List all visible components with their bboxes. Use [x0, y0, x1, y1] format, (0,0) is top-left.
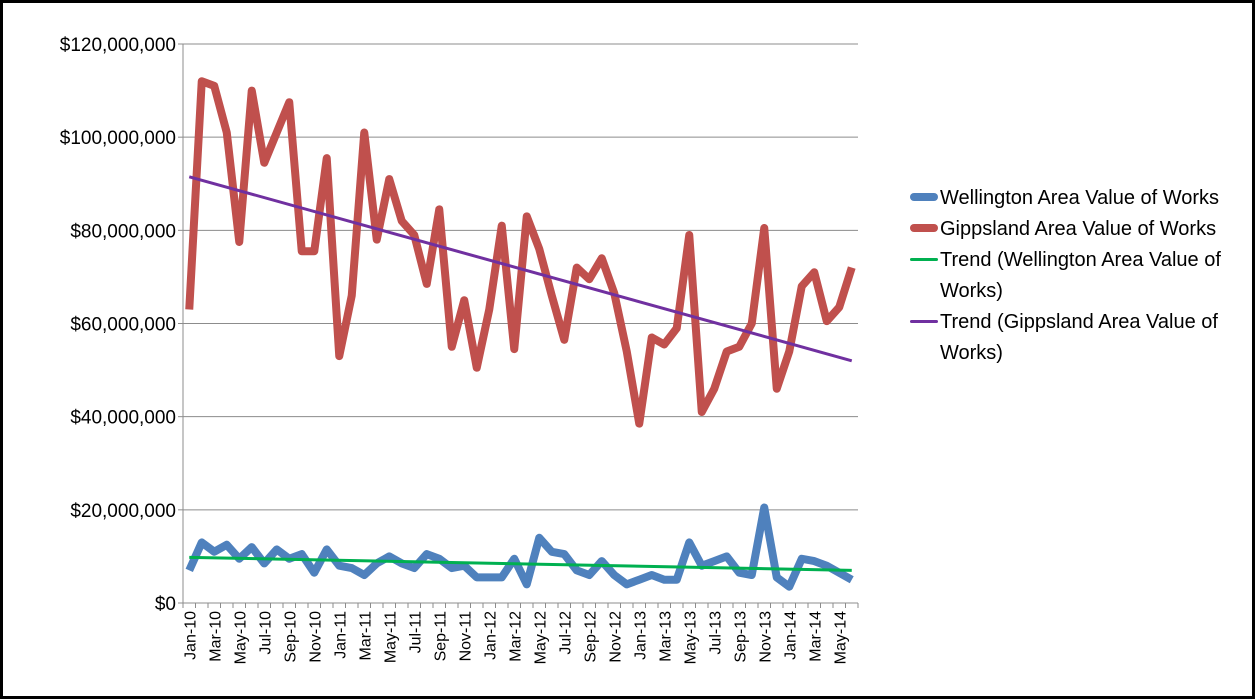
- legend-label: Wellington Area Value of Works: [940, 187, 1220, 209]
- x-tick-label: Nov-10: [307, 611, 324, 663]
- legend-item: Gippsland Area Value of Works: [910, 214, 1252, 245]
- legend-item: Trend (Wellington Area Value of Works): [910, 245, 1252, 307]
- x-tick-label: Mar-12: [507, 611, 524, 662]
- legend-swatch: [910, 257, 938, 261]
- x-tick-label: Jan-11: [332, 611, 349, 659]
- x-tick-label: Jul-10: [257, 611, 274, 655]
- legend-swatch: [910, 193, 938, 201]
- x-tick-label: May-13: [682, 611, 699, 664]
- x-tick-label: Sep-12: [582, 611, 599, 663]
- x-tick-label: Mar-11: [357, 611, 374, 661]
- y-tick-label: $20,000,000: [70, 501, 176, 522]
- x-tick-label: Jan-10: [182, 611, 199, 660]
- x-tick-label: Sep-13: [732, 611, 749, 663]
- x-tick-label: May-12: [532, 611, 549, 664]
- legend-swatch: [910, 224, 938, 232]
- legend-item: Wellington Area Value of Works: [910, 183, 1252, 214]
- legend-label: Trend (Gippsland Area Value of Works): [940, 311, 1218, 364]
- x-tick-label: Jul-12: [557, 611, 574, 655]
- trend-line: [188, 175, 853, 363]
- x-tick-label: Mar-10: [207, 611, 224, 662]
- series-line: [185, 503, 854, 591]
- x-tick-label: Jul-11: [407, 611, 424, 653]
- series-line: [185, 77, 856, 428]
- x-tick-label: May-10: [232, 611, 249, 664]
- x-tick-label: Nov-13: [757, 611, 774, 663]
- x-tick-label: Nov-12: [607, 611, 624, 663]
- y-tick-label: $40,000,000: [70, 408, 176, 429]
- x-tick-label: Sep-10: [282, 611, 299, 663]
- legend-label: Gippsland Area Value of Works: [940, 218, 1217, 240]
- x-tick-label: Mar-14: [807, 611, 824, 662]
- x-tick-label: Jul-13: [707, 611, 724, 655]
- x-tick-label: Jan-12: [482, 611, 499, 660]
- x-tick-label: May-14: [832, 611, 849, 664]
- trend-line: [189, 555, 852, 572]
- x-tick-label: Sep-11: [432, 611, 449, 662]
- y-tick-label: $60,000,000: [70, 315, 176, 336]
- legend-item: Trend (Gippsland Area Value of Works): [910, 307, 1252, 369]
- legend: Wellington Area Value of Works Gippsland …: [910, 183, 1252, 369]
- x-tick-label: Jan-13: [632, 611, 649, 660]
- x-tick-label: Nov-11: [457, 611, 474, 661]
- x-tick-label: May-11: [382, 611, 399, 663]
- y-tick-label: $120,000,000: [60, 35, 176, 56]
- x-tick-label: Jan-14: [782, 611, 799, 660]
- y-tick-label: $100,000,000: [60, 128, 176, 149]
- legend-swatch: [910, 319, 938, 323]
- legend-label: Trend (Wellington Area Value of Works): [940, 249, 1221, 302]
- x-tick-label: Mar-13: [657, 611, 674, 662]
- y-tick-label: $80,000,000: [70, 221, 176, 242]
- y-tick-label: $0: [155, 594, 176, 615]
